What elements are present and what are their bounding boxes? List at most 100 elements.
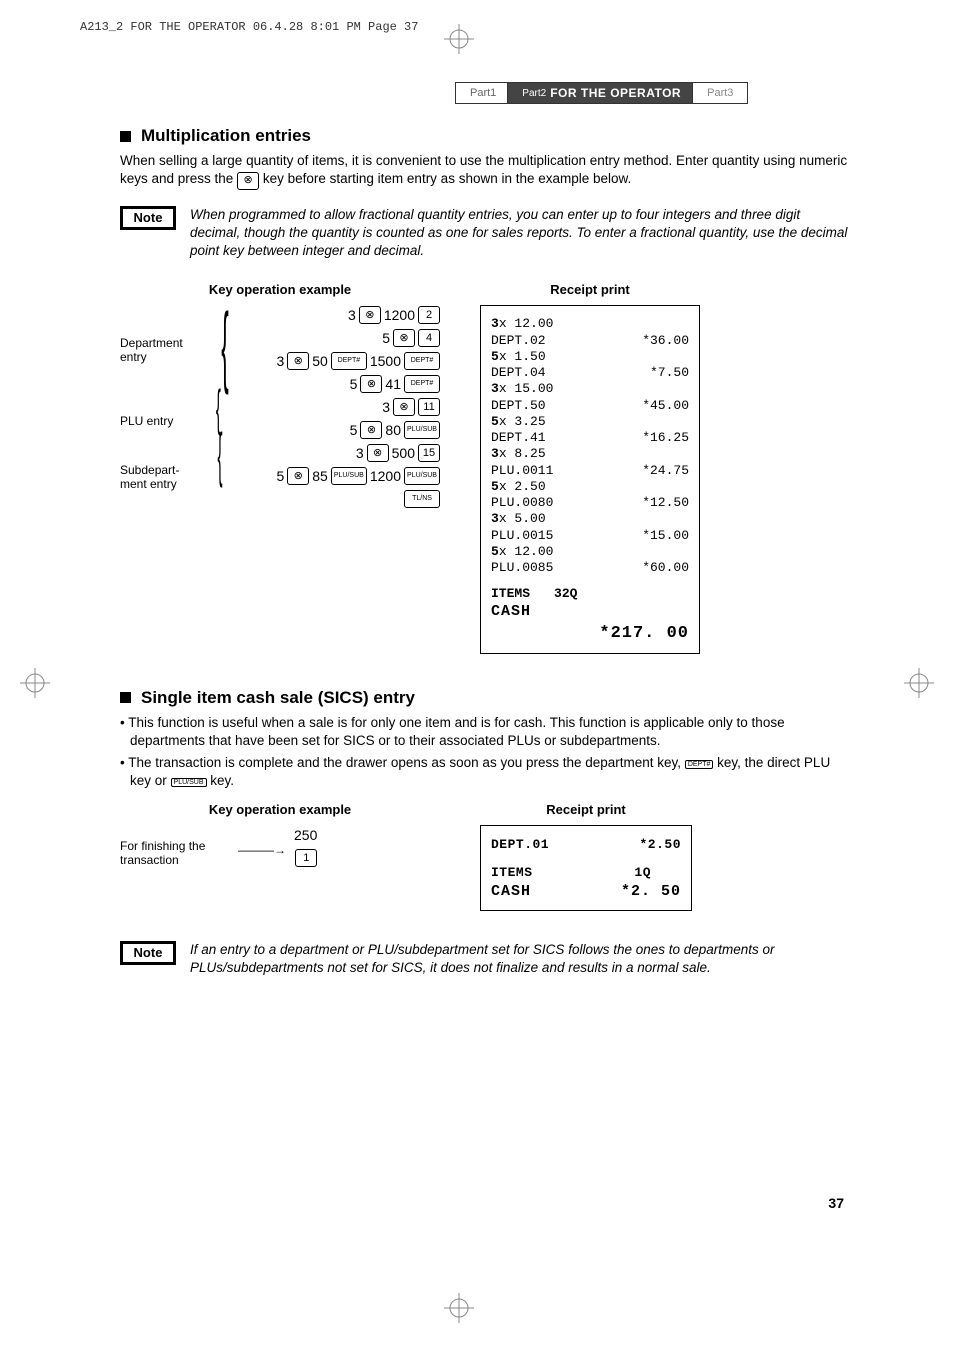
key-op-title: Key operation example [120, 282, 440, 297]
receipt-total: *217. 00 [491, 623, 689, 644]
multiply-key-icon: ⊗ [287, 467, 309, 485]
receipt-left: 3x 12.00 [491, 316, 553, 332]
arrow-icon: ———→ [238, 843, 286, 857]
section-bullet-icon [120, 131, 131, 142]
r2-amt: *2.50 [639, 836, 681, 854]
receipt-right: *24.75 [642, 463, 689, 479]
receipt-left: DEPT.50 [491, 398, 546, 414]
section-sics-title: Single item cash sale (SICS) entry [141, 688, 415, 708]
tab-part2-title: FOR THE OPERATOR [550, 86, 681, 100]
receipt-title-2: Receipt print [480, 802, 692, 817]
section-bullet-icon [120, 692, 131, 703]
label-subdept-entry: Subdepart- ment entry [120, 452, 210, 502]
key-number: 5 [276, 468, 284, 484]
label-plu-entry: PLU entry [120, 401, 210, 441]
note-1: Note When programmed to allow fractional… [120, 206, 850, 261]
key-number: 1200 [370, 468, 401, 484]
tab-part1: Part1 [455, 82, 511, 104]
multiply-key-icon: ⊗ [287, 352, 309, 370]
receipt-left: 3x 5.00 [491, 511, 546, 527]
note-badge-label: Note [123, 209, 173, 227]
key-button: PLU/SUB [404, 467, 440, 485]
multiply-key-icon: ⊗ [393, 329, 415, 347]
key-line: 5⊗85PLU/SUB1200PLU/SUB [276, 466, 440, 485]
key-button: DEPT# [404, 375, 440, 393]
section-multiplication-title: Multiplication entries [141, 126, 311, 146]
print-header: A213_2 FOR THE OPERATOR 06.4.28 8:01 PM … [80, 20, 418, 34]
r2-dept: DEPT.01 [491, 836, 549, 854]
receipt-left: DEPT.41 [491, 430, 546, 446]
tab-part2: Part2 FOR THE OPERATOR [507, 82, 696, 104]
key-number: 500 [392, 445, 415, 461]
receipt-line: 3x 12.00 [491, 316, 689, 332]
receipt-1-body: 3x 12.00DEPT.02*36.005x 1.50DEPT.04*7.50… [480, 305, 700, 653]
part-tabs: Part1 Part2 FOR THE OPERATOR Part3 [455, 82, 748, 104]
example-row-1: Key operation example Department entry P… [120, 282, 850, 653]
receipt-line: 3x 15.00 [491, 381, 689, 397]
label-department-entry: Department entry [120, 311, 210, 389]
ko2-label: For finishing the transaction [120, 839, 230, 867]
receipt-left: PLU.0011 [491, 463, 553, 479]
key-line: TL/NS [404, 489, 440, 508]
key-op-labels: Department entry PLU entry Subdepart- me… [120, 305, 210, 508]
note-2-text: If an entry to a department or PLU/subde… [190, 941, 850, 977]
multiplication-paragraph: When selling a large quantity of items, … [120, 152, 850, 190]
section-multiplication-head: Multiplication entries [120, 126, 850, 146]
receipt-right: *7.50 [650, 365, 689, 381]
receipt-print-1: Receipt print 3x 12.00DEPT.02*36.005x 1.… [480, 282, 700, 653]
sics-b2-a: • The transaction is complete and the dr… [120, 755, 681, 770]
multiply-key-icon: ⊗ [359, 306, 381, 324]
brace-column: { { { [210, 305, 228, 508]
receipt-line: PLU.0085 *60.00 [491, 560, 689, 576]
receipt-line: 3x 5.00 [491, 511, 689, 527]
receipt-line: 5x 12.00 [491, 544, 689, 560]
note-badge: Note [120, 941, 176, 965]
key-number: 3 [276, 353, 284, 369]
receipt-left: PLU.0015 [491, 528, 553, 544]
key-button: 15 [418, 444, 440, 462]
r2-items-label: ITEMS [491, 864, 533, 882]
key-number: 3 [348, 307, 356, 323]
receipt-left: 5x 2.50 [491, 479, 546, 495]
receipt-line: PLU.0015*15.00 [491, 528, 689, 544]
sics-b2-c: key. [210, 773, 234, 788]
r2-cash-label: CASH [491, 882, 531, 902]
receipt-line: 3x 8.25 [491, 446, 689, 462]
key-button: 2 [418, 306, 440, 324]
r2-cash-amt: *2. 50 [621, 882, 681, 902]
key-button: 4 [418, 329, 440, 347]
receipt-right: *16.25 [642, 430, 689, 446]
key-line: 3⊗50015 [356, 443, 440, 462]
note-2: Note If an entry to a department or PLU/… [120, 941, 850, 977]
key-number: 41 [385, 376, 401, 392]
receipt-left: 3x 8.25 [491, 446, 546, 462]
sics-bullets: • This function is useful when a sale is… [120, 714, 850, 791]
dept-key-icon: DEPT# [685, 760, 714, 769]
tab-part3: Part3 [692, 82, 748, 104]
example-row-2: Key operation example For finishing the … [120, 802, 850, 910]
key-button: PLU/SUB [331, 467, 367, 485]
key-number: 3 [382, 399, 390, 415]
receipt-line: DEPT.04*7.50 [491, 365, 689, 381]
receipt-right: *60.00 [642, 560, 689, 576]
receipt-line: DEPT.02*36.00 [491, 333, 689, 349]
receipt-left: PLU.0085 [491, 560, 553, 576]
key-number: 5 [382, 330, 390, 346]
receipt-line: PLU.0080*12.50 [491, 495, 689, 511]
receipt-line: PLU.0011 *24.75 [491, 463, 689, 479]
key-button: 11 [418, 398, 440, 416]
note-1-text: When programmed to allow fractional quan… [190, 206, 850, 261]
receipt-2-body: DEPT.01 *2.50 ITEMS 1Q CASH *2. 50 [480, 825, 692, 910]
key-line: 5⊗41DEPT# [350, 374, 440, 393]
note-badge-label: Note [123, 944, 173, 962]
key-number: 3 [356, 445, 364, 461]
key-number: 1500 [370, 353, 401, 369]
receipt-line: 5x 2.50 [491, 479, 689, 495]
multiply-key-icon: ⊗ [367, 444, 389, 462]
key-number: 50 [312, 353, 328, 369]
receipt-left: PLU.0080 [491, 495, 553, 511]
receipt-cash-label: CASH [491, 603, 689, 622]
key-number: 80 [385, 422, 401, 438]
crop-mark-bottom [444, 1293, 474, 1323]
key-number: 85 [312, 468, 328, 484]
